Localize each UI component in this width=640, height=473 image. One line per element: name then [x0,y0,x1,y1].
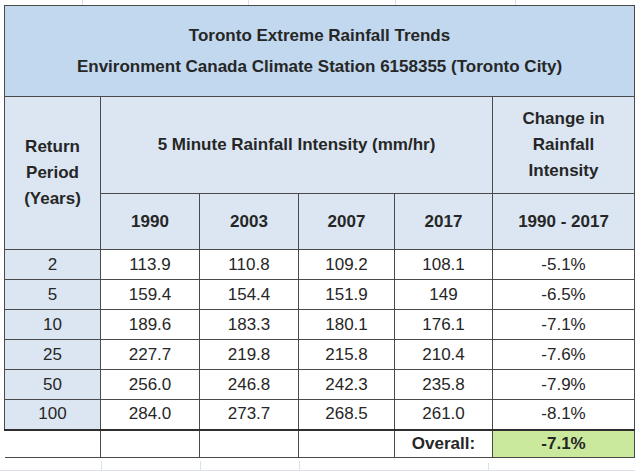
value-cell: 189.6 [101,310,200,340]
change-cell: -7.1% [493,310,635,340]
value-cell: 149 [395,280,493,310]
title-line-1: Toronto Extreme Rainfall Trends [5,20,634,51]
return-period-cell: 50 [5,370,101,400]
empty-cell [299,430,395,458]
value-cell: 215.8 [299,340,395,370]
value-cell: 108.1 [395,250,493,280]
title-line-2: Environment Canada Climate Station 61583… [5,51,634,82]
header-year-2003: 2003 [200,194,299,250]
empty-cell [200,430,299,458]
table-row: 10 189.6 183.3 180.1 176.1 -7.1% [5,310,635,340]
value-cell: 151.9 [299,280,395,310]
header-year-2017: 2017 [395,194,493,250]
table-row: 100 284.0 273.7 268.5 261.0 -8.1% [5,400,635,430]
table-row: 50 256.0 246.8 242.3 235.8 -7.9% [5,370,635,400]
overall-value: -7.1% [493,430,635,458]
gridline [0,470,635,471]
change-cell: -6.5% [493,280,635,310]
empty-cell [5,430,101,458]
header-change-group: Change in Rainfall Intensity [493,97,635,194]
header-intensity-group: 5 Minute Rainfall Intensity (mm/hr) [101,97,493,194]
table-title: Toronto Extreme Rainfall Trends Environm… [5,6,635,97]
value-cell: 159.4 [101,280,200,310]
value-cell: 227.7 [101,340,200,370]
value-cell: 176.1 [395,310,493,340]
change-cell: -5.1% [493,250,635,280]
header-return-period: Return Period (Years) [5,97,101,250]
return-period-cell: 100 [5,400,101,430]
change-cell: -7.9% [493,370,635,400]
table-row: 2 113.9 110.8 109.2 108.1 -5.1% [5,250,635,280]
value-cell: 284.0 [101,400,200,430]
rainfall-table: Toronto Extreme Rainfall Trends Environm… [4,5,635,458]
spreadsheet-canvas: Toronto Extreme Rainfall Trends Environm… [0,0,640,473]
return-period-cell: 25 [5,340,101,370]
table-row: 25 227.7 219.8 215.8 210.4 -7.6% [5,340,635,370]
value-cell: 242.3 [299,370,395,400]
return-period-cell: 2 [5,250,101,280]
change-cell: -7.6% [493,340,635,370]
value-cell: 180.1 [299,310,395,340]
value-cell: 246.8 [200,370,299,400]
table-row: 5 159.4 154.4 151.9 149 -6.5% [5,280,635,310]
value-cell: 154.4 [200,280,299,310]
header-change-period: 1990 - 2017 [493,194,635,250]
overall-label: Overall: [395,430,493,458]
value-cell: 113.9 [101,250,200,280]
value-cell: 261.0 [395,400,493,430]
change-cell: -8.1% [493,400,635,430]
header-year-1990: 1990 [101,194,200,250]
return-period-cell: 10 [5,310,101,340]
value-cell: 110.8 [200,250,299,280]
value-cell: 268.5 [299,400,395,430]
value-cell: 210.4 [395,340,493,370]
overall-row: Overall: -7.1% [5,430,635,458]
value-cell: 256.0 [101,370,200,400]
value-cell: 219.8 [200,340,299,370]
value-cell: 235.8 [395,370,493,400]
value-cell: 183.3 [200,310,299,340]
value-cell: 109.2 [299,250,395,280]
empty-cell [101,430,200,458]
value-cell: 273.7 [200,400,299,430]
return-period-cell: 5 [5,280,101,310]
header-year-2007: 2007 [299,194,395,250]
